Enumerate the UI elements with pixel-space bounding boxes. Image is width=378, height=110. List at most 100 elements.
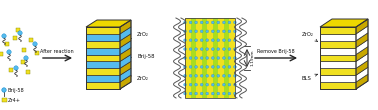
Polygon shape — [120, 54, 131, 68]
Text: BLS: BLS — [302, 74, 318, 81]
Polygon shape — [86, 20, 131, 27]
Circle shape — [234, 74, 236, 77]
Circle shape — [206, 74, 209, 77]
Circle shape — [184, 83, 186, 86]
Polygon shape — [120, 75, 131, 89]
Polygon shape — [320, 68, 356, 75]
Circle shape — [195, 30, 198, 33]
Circle shape — [234, 92, 236, 95]
Polygon shape — [202, 18, 207, 98]
Circle shape — [200, 30, 203, 33]
Circle shape — [195, 39, 198, 42]
Circle shape — [184, 57, 186, 59]
Circle shape — [211, 30, 214, 33]
Circle shape — [14, 66, 18, 70]
Circle shape — [189, 74, 192, 77]
Text: ZrO₂: ZrO₂ — [302, 32, 318, 42]
Circle shape — [2, 88, 6, 92]
Circle shape — [206, 92, 209, 95]
Text: Brij-58: Brij-58 — [8, 88, 25, 93]
Polygon shape — [2, 98, 7, 102]
Circle shape — [184, 92, 186, 95]
Circle shape — [189, 83, 192, 86]
Circle shape — [206, 21, 209, 24]
Circle shape — [211, 65, 214, 68]
Circle shape — [189, 30, 192, 33]
Circle shape — [189, 65, 192, 68]
Circle shape — [223, 83, 225, 86]
Circle shape — [228, 21, 231, 24]
Circle shape — [223, 74, 225, 77]
Circle shape — [206, 48, 209, 50]
Polygon shape — [26, 70, 30, 74]
Circle shape — [200, 83, 203, 86]
Polygon shape — [213, 18, 218, 98]
Circle shape — [7, 50, 11, 54]
Text: ZrO₂: ZrO₂ — [125, 74, 149, 81]
Polygon shape — [356, 60, 368, 75]
Polygon shape — [120, 27, 131, 41]
Circle shape — [195, 74, 198, 77]
Polygon shape — [86, 41, 120, 48]
Circle shape — [228, 83, 231, 86]
Circle shape — [217, 92, 220, 95]
Circle shape — [200, 57, 203, 59]
Circle shape — [234, 65, 236, 68]
Polygon shape — [5, 42, 9, 46]
Circle shape — [223, 39, 225, 42]
Polygon shape — [0, 52, 3, 56]
Polygon shape — [35, 51, 39, 55]
Circle shape — [223, 65, 225, 68]
Circle shape — [184, 30, 186, 33]
Circle shape — [189, 21, 192, 24]
Circle shape — [2, 34, 6, 38]
Polygon shape — [16, 28, 20, 32]
Circle shape — [223, 48, 225, 50]
Circle shape — [223, 57, 225, 59]
Circle shape — [234, 57, 236, 59]
Circle shape — [217, 48, 220, 50]
Polygon shape — [229, 18, 235, 98]
Circle shape — [189, 57, 192, 59]
Polygon shape — [120, 34, 131, 48]
Polygon shape — [86, 48, 120, 55]
Circle shape — [189, 48, 192, 50]
Circle shape — [211, 83, 214, 86]
Circle shape — [200, 21, 203, 24]
Polygon shape — [29, 38, 33, 42]
Polygon shape — [224, 18, 229, 98]
Circle shape — [24, 56, 28, 60]
Polygon shape — [86, 75, 120, 82]
Polygon shape — [320, 55, 356, 61]
Circle shape — [200, 65, 203, 68]
Polygon shape — [356, 33, 368, 48]
Circle shape — [184, 48, 186, 50]
Text: 1.19nm: 1.19nm — [251, 50, 255, 66]
Polygon shape — [320, 34, 356, 41]
Circle shape — [184, 65, 186, 68]
Circle shape — [200, 48, 203, 50]
Polygon shape — [356, 26, 368, 41]
Polygon shape — [22, 48, 26, 52]
Polygon shape — [320, 19, 368, 27]
Circle shape — [189, 92, 192, 95]
Polygon shape — [120, 41, 131, 55]
Circle shape — [228, 57, 231, 59]
Polygon shape — [196, 18, 202, 98]
Polygon shape — [356, 67, 368, 82]
Text: Remove Brij-58: Remove Brij-58 — [257, 49, 295, 54]
Polygon shape — [86, 34, 120, 41]
Circle shape — [228, 48, 231, 50]
Polygon shape — [86, 82, 120, 89]
Polygon shape — [320, 41, 356, 48]
Polygon shape — [86, 55, 120, 61]
Circle shape — [234, 48, 236, 50]
Text: ZrO₂: ZrO₂ — [125, 32, 149, 41]
Polygon shape — [13, 36, 17, 40]
Polygon shape — [320, 61, 356, 68]
Circle shape — [200, 92, 203, 95]
Polygon shape — [191, 18, 196, 98]
Circle shape — [211, 92, 214, 95]
Circle shape — [228, 74, 231, 77]
Polygon shape — [356, 40, 368, 55]
